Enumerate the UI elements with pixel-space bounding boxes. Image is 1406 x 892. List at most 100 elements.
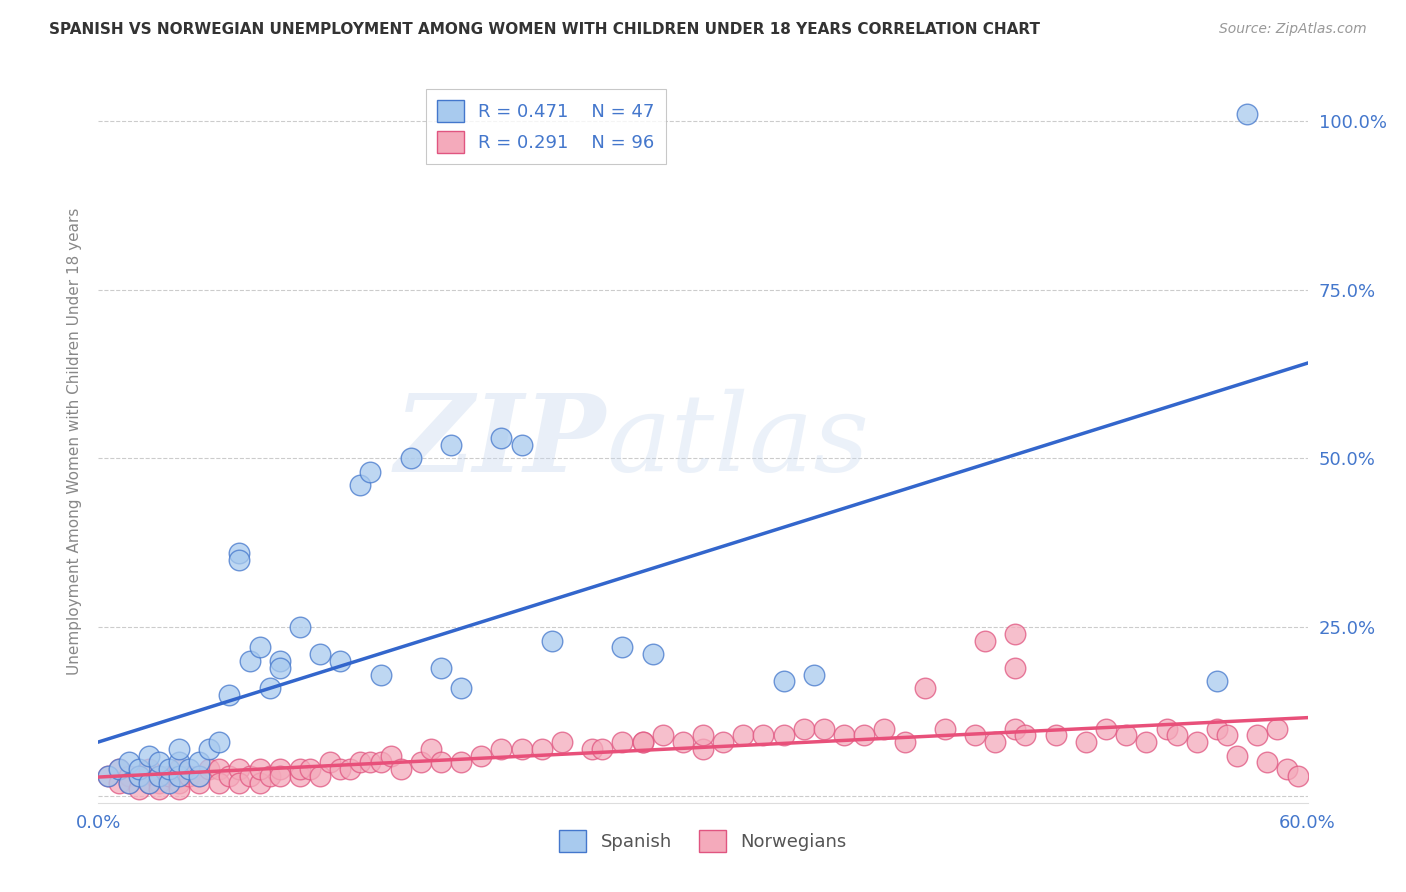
Point bbox=[249, 640, 271, 655]
Point bbox=[1115, 728, 1137, 742]
Point bbox=[148, 782, 170, 797]
Point bbox=[965, 728, 987, 742]
Point bbox=[118, 756, 141, 770]
Point bbox=[228, 775, 250, 789]
Point bbox=[510, 438, 533, 452]
Point bbox=[440, 438, 463, 452]
Point bbox=[157, 769, 180, 783]
Point bbox=[591, 741, 613, 756]
Point bbox=[269, 769, 291, 783]
Point bbox=[510, 741, 533, 756]
Point bbox=[208, 775, 231, 789]
Point bbox=[1014, 728, 1036, 742]
Point bbox=[157, 775, 180, 789]
Point bbox=[470, 748, 492, 763]
Point bbox=[1226, 748, 1249, 763]
Point bbox=[530, 741, 553, 756]
Point bbox=[803, 667, 825, 681]
Point bbox=[711, 735, 734, 749]
Point bbox=[138, 762, 160, 776]
Point bbox=[188, 775, 211, 789]
Point bbox=[370, 756, 392, 770]
Point bbox=[198, 741, 221, 756]
Point bbox=[631, 735, 654, 749]
Point bbox=[128, 769, 150, 783]
Point bbox=[430, 661, 453, 675]
Point bbox=[651, 728, 673, 742]
Point bbox=[1156, 722, 1178, 736]
Point bbox=[1045, 728, 1067, 742]
Point bbox=[97, 769, 120, 783]
Point bbox=[329, 762, 352, 776]
Point bbox=[1277, 762, 1299, 776]
Point bbox=[107, 775, 129, 789]
Point bbox=[138, 775, 160, 789]
Point bbox=[208, 762, 231, 776]
Point bbox=[1256, 756, 1278, 770]
Point bbox=[692, 728, 714, 742]
Point bbox=[349, 478, 371, 492]
Point bbox=[179, 769, 201, 783]
Point bbox=[179, 762, 201, 776]
Point bbox=[259, 769, 281, 783]
Point bbox=[1135, 735, 1157, 749]
Point bbox=[813, 722, 835, 736]
Point bbox=[733, 728, 755, 742]
Point bbox=[167, 756, 190, 770]
Point bbox=[672, 735, 695, 749]
Point bbox=[167, 769, 190, 783]
Point bbox=[1236, 107, 1258, 121]
Point bbox=[1185, 735, 1208, 749]
Point bbox=[360, 756, 382, 770]
Point bbox=[288, 769, 311, 783]
Point bbox=[167, 741, 190, 756]
Point bbox=[491, 431, 513, 445]
Point bbox=[339, 762, 361, 776]
Point bbox=[450, 756, 472, 770]
Point bbox=[540, 633, 562, 648]
Point bbox=[641, 647, 664, 661]
Point bbox=[551, 735, 574, 749]
Point bbox=[309, 647, 332, 661]
Text: atlas: atlas bbox=[606, 389, 869, 494]
Point bbox=[259, 681, 281, 695]
Text: Source: ZipAtlas.com: Source: ZipAtlas.com bbox=[1219, 22, 1367, 37]
Point bbox=[239, 769, 262, 783]
Point bbox=[420, 741, 443, 756]
Point bbox=[1004, 722, 1026, 736]
Y-axis label: Unemployment Among Women with Children Under 18 years: Unemployment Among Women with Children U… bbox=[67, 208, 83, 675]
Point bbox=[893, 735, 915, 749]
Point bbox=[157, 762, 180, 776]
Point bbox=[631, 735, 654, 749]
Point bbox=[97, 769, 120, 783]
Point bbox=[692, 741, 714, 756]
Point bbox=[148, 769, 170, 783]
Point bbox=[1095, 722, 1118, 736]
Point bbox=[188, 769, 211, 783]
Point bbox=[167, 762, 190, 776]
Point bbox=[832, 728, 855, 742]
Point bbox=[299, 762, 322, 776]
Point bbox=[188, 756, 211, 770]
Point bbox=[128, 762, 150, 776]
Point bbox=[208, 735, 231, 749]
Point bbox=[409, 756, 432, 770]
Point bbox=[1267, 722, 1289, 736]
Point bbox=[118, 775, 141, 789]
Point bbox=[228, 546, 250, 560]
Point bbox=[1206, 722, 1229, 736]
Point bbox=[450, 681, 472, 695]
Point bbox=[1074, 735, 1097, 749]
Point bbox=[118, 775, 141, 789]
Point bbox=[772, 674, 794, 689]
Point bbox=[974, 633, 997, 648]
Point bbox=[269, 762, 291, 776]
Point bbox=[914, 681, 936, 695]
Point bbox=[288, 762, 311, 776]
Point bbox=[107, 762, 129, 776]
Point bbox=[118, 769, 141, 783]
Point bbox=[380, 748, 402, 763]
Point bbox=[107, 762, 129, 776]
Point bbox=[269, 661, 291, 675]
Point bbox=[128, 782, 150, 797]
